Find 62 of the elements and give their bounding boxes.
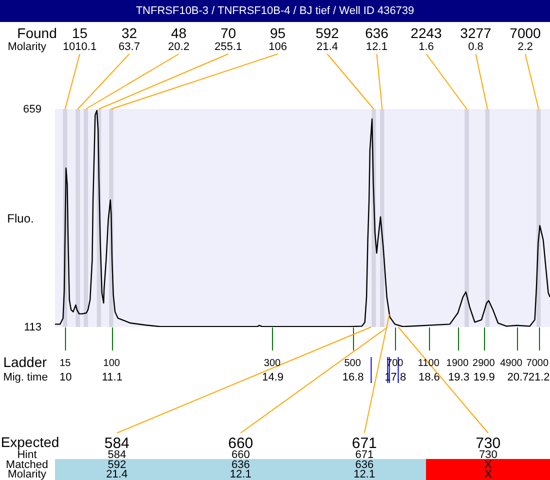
- text: 660: [231, 449, 250, 461]
- text: 7000: [526, 358, 549, 369]
- text: 2900: [472, 358, 496, 369]
- x-tick-label: 10: [60, 372, 72, 384]
- text: 100: [103, 358, 120, 369]
- text: 730: [478, 449, 498, 461]
- x-tick-label: 18.6: [418, 372, 440, 384]
- chart-title: TNFRSF10B-3 / TNFRSF10B-4 / BJ tief / Well ID 436739: [0, 0, 550, 22]
- text: 636: [231, 459, 250, 471]
- text: 12.1: [230, 468, 252, 480]
- text: 500: [344, 358, 362, 369]
- text: 21.4: [106, 468, 128, 480]
- x-tick-label: 11.1: [102, 372, 122, 384]
- text: 584: [108, 449, 126, 461]
- text: Ladder: [3, 354, 48, 370]
- x-tick-label: 16.8: [342, 372, 364, 384]
- text: 2.2: [518, 41, 533, 53]
- x-tick-label: 19.9: [473, 372, 495, 384]
- text: 106: [268, 41, 287, 53]
- text: 1900: [446, 358, 469, 369]
- text: 4900: [500, 358, 523, 369]
- annotation: 636: [365, 25, 389, 41]
- x-tick-label: 20.7: [507, 372, 529, 384]
- annotation: 2243: [410, 25, 442, 41]
- annotation: 3277: [460, 25, 492, 41]
- annotation: 70: [220, 25, 236, 41]
- text: Hint: [17, 449, 37, 461]
- text: Molarity: [8, 468, 47, 480]
- annotation: 592: [316, 25, 340, 41]
- text: 12.1: [366, 41, 388, 53]
- annotation: 48: [170, 25, 187, 41]
- text: 15: [60, 358, 72, 369]
- text: 1010.1: [62, 41, 97, 53]
- text: 592: [108, 459, 126, 471]
- text: 21.4: [316, 41, 338, 53]
- text: 671: [355, 449, 374, 461]
- x-tick-label: 19.3: [448, 372, 470, 384]
- line-series: [55, 110, 550, 327]
- text: X: [484, 459, 492, 471]
- text: 20.2: [168, 41, 190, 53]
- text: Molarity: [8, 41, 47, 53]
- text: Matched: [6, 459, 48, 471]
- x-tick-label: 21.2: [528, 372, 550, 384]
- text: 1.6: [418, 41, 434, 53]
- text: 0.8: [468, 41, 484, 53]
- x-tick-label: 14.9: [262, 372, 284, 384]
- annotation: 7000: [510, 25, 542, 41]
- text: 636: [355, 459, 374, 471]
- x-axis-title: Mig. time: [3, 372, 48, 384]
- text: 300: [264, 358, 282, 369]
- text: 12.1: [354, 468, 376, 480]
- text: 63.7: [118, 41, 140, 53]
- annotation: 32: [121, 25, 138, 41]
- text: Found: [17, 25, 57, 41]
- annotation: 15: [72, 25, 88, 41]
- text: X: [484, 468, 492, 480]
- y-tick-label: 113: [24, 322, 42, 334]
- y-tick-label: 659: [23, 104, 42, 116]
- text: 255.1: [214, 41, 242, 53]
- annotation: 95: [270, 25, 286, 41]
- y-axis-title: Fluo.: [7, 212, 34, 226]
- text: Expected: [0, 434, 60, 450]
